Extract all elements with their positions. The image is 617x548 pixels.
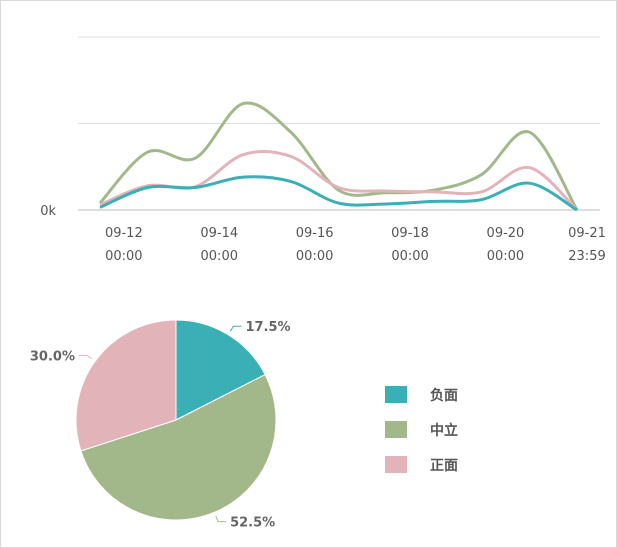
x-tick-label: 00:00 (105, 249, 142, 264)
y-tick-label: 0k (40, 204, 56, 219)
x-tick-label: 09-12 (105, 226, 143, 241)
label-leader (229, 325, 242, 332)
legend-label: 正面 (430, 458, 458, 474)
legend-label: 负面 (430, 387, 458, 404)
x-tick-label: 09-18 (391, 226, 429, 241)
legend-label: 中立 (430, 422, 458, 439)
label-leader (215, 515, 227, 523)
pie-slice (75, 319, 177, 452)
x-tick-label: 23:59 (568, 249, 605, 264)
pie-slice (175, 319, 266, 421)
x-tick-label: 00:00 (487, 249, 524, 264)
legend-swatch (385, 386, 407, 403)
x-tick-label: 00:00 (391, 249, 428, 264)
label-leader (79, 354, 93, 360)
pie-slice (80, 373, 277, 521)
line-series (99, 150, 579, 212)
legend-swatch (385, 456, 407, 473)
x-tick-label: 09-16 (296, 226, 334, 241)
value-label: 52.5% (230, 516, 275, 531)
line-series (99, 175, 578, 212)
value-label: 17.5% (245, 320, 290, 335)
x-tick-label: 09-14 (200, 226, 238, 241)
line-series (98, 101, 579, 211)
legend-swatch (385, 421, 407, 438)
x-tick-label: 00:00 (296, 249, 333, 264)
value-label: 30.0% (30, 349, 75, 364)
x-tick-label: 09-20 (487, 226, 525, 241)
x-tick-label: 00:00 (201, 249, 238, 264)
x-tick-label: 09-21 (568, 226, 606, 241)
